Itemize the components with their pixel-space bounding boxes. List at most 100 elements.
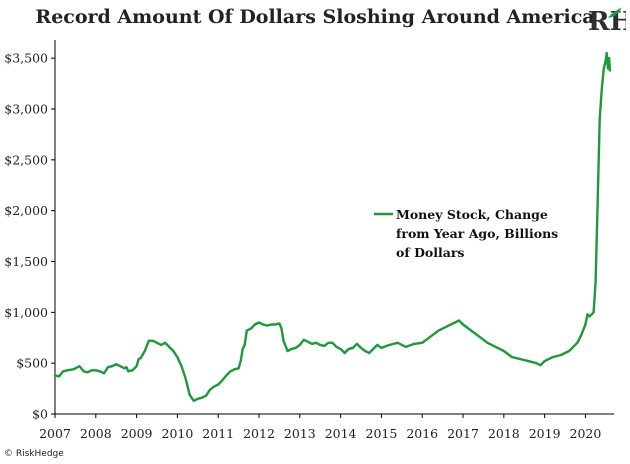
x-tick-label: 2015 [366,426,398,441]
x-tick-label: 2018 [488,426,520,441]
data-point [576,341,579,344]
data-point [588,315,591,318]
data-point [347,347,350,351]
data-point [123,367,126,370]
data-point [217,383,220,386]
data-point [543,360,546,363]
logo-text: RH [588,7,626,36]
y-tick-label: $1,500 [4,254,48,269]
data-point [188,393,191,396]
data-point [147,339,150,342]
data-point [388,343,391,346]
x-tick-label: 2011 [202,426,234,441]
data-point [102,372,106,375]
data-point [404,345,408,348]
data-point [502,349,505,353]
data-point [233,368,236,371]
data-point [376,343,379,346]
data-point [119,365,122,368]
x-tick-label: 2019 [529,426,561,441]
data-point [280,327,283,330]
data-point [249,327,252,330]
data-point [241,347,244,351]
data-point [143,349,146,353]
x-tick-label: 2010 [162,426,194,441]
data-point [192,399,195,402]
data-point [461,323,465,326]
data-point [596,199,599,202]
data-point [608,57,611,60]
data-point [584,323,587,326]
data-point [135,365,138,368]
data-point [592,311,595,314]
data-point [437,329,440,332]
data-point [290,347,293,351]
data-point [302,338,305,341]
data-point [412,342,416,345]
data-point [137,358,140,361]
riskhedge-logo: RH [588,7,626,36]
data-point [368,351,371,355]
data-point [213,385,216,388]
y-tick-label: $3,000 [4,102,48,117]
data-point [82,370,85,373]
data-point [298,343,301,346]
data-point [90,369,93,372]
data-point [380,346,383,350]
data-point [221,379,224,382]
data-point [486,341,489,344]
data-point [306,340,310,343]
x-tick-label: 2012 [243,426,275,441]
data-point [335,345,338,348]
data-point [600,87,603,90]
y-tick-label: $2,000 [4,203,48,218]
data-point [172,349,175,353]
data-point [266,324,269,327]
x-tick-label: 2009 [121,426,153,441]
data-point [94,369,97,372]
data-point [590,313,593,316]
data-point [139,356,142,360]
data-point [355,342,359,345]
data-point [204,394,208,397]
x-tick-label: 2017 [447,426,479,441]
data-point [478,335,481,338]
x-tick-label: 2014 [325,426,357,441]
data-point [237,367,240,370]
data-point [286,349,289,353]
copyright-notice: © RiskHedge [4,449,64,459]
data-point [127,370,130,373]
data-point [494,345,497,348]
x-tick-label: 2013 [284,426,316,441]
y-axis-ticks: $0 $500 $1,000 $1,500 $2,000 $2,500 $3,000 $3,5… [4,51,55,422]
data-point [176,355,179,359]
y-tick-label: $1,000 [4,305,48,320]
data-point [580,333,583,336]
data-point [166,343,169,346]
data-point [351,346,354,350]
data-point [106,366,110,369]
data-point [602,67,605,70]
data-point [66,369,69,372]
data-point [253,323,257,326]
data-point [78,365,81,368]
x-tick-label: 2016 [406,426,438,441]
x-tick-label: 2008 [80,426,112,441]
data-point [594,280,597,283]
data-point [282,339,285,342]
data-point [364,349,367,353]
data-point [323,344,326,347]
data-point [429,335,432,338]
data-point [586,313,589,316]
x-tick-label: 2020 [570,426,602,441]
data-point [605,51,608,55]
data-point [151,339,155,342]
data-point [164,341,167,344]
data-point [196,397,199,400]
data-point [294,346,297,350]
legend-label-line-2: from Year Ago, Billions [396,226,558,241]
data-point [445,325,448,328]
data-point [86,371,89,374]
data-point [278,322,281,325]
